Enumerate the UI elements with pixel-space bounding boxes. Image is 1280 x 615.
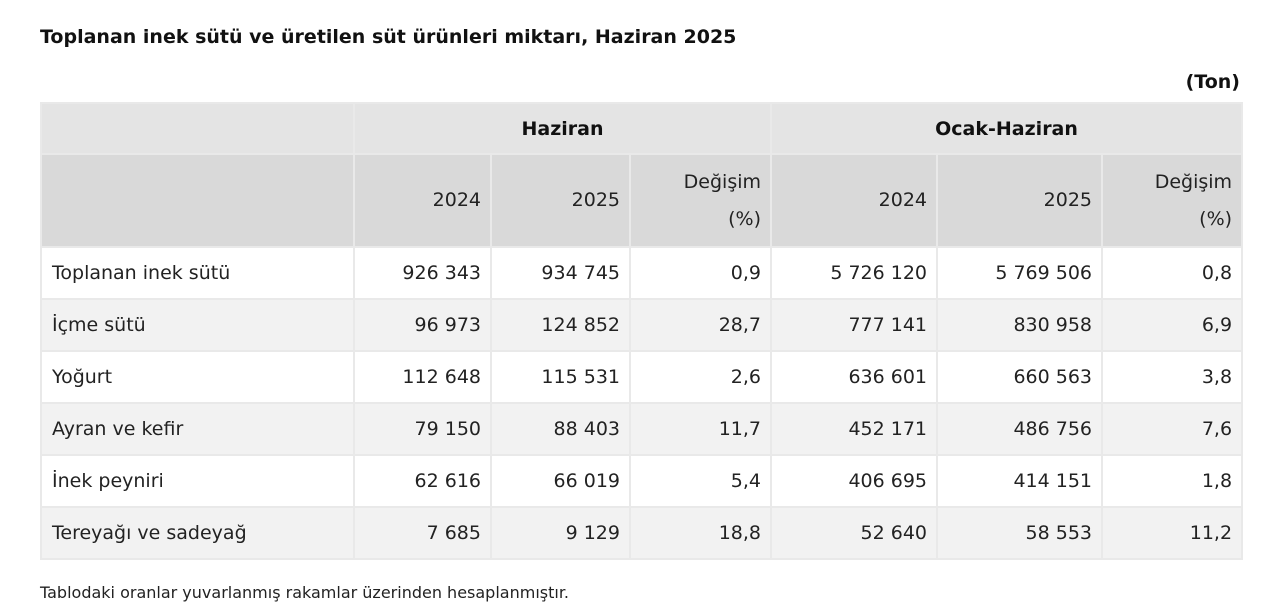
col-haziran-change: Değişim (%) bbox=[628, 153, 773, 248]
cell-ocak-haziran-2025: 5 769 506 bbox=[936, 246, 1104, 300]
cell-haziran-2025: 88 403 bbox=[490, 402, 631, 456]
cell-ocak-haziran-2024: 52 640 bbox=[770, 506, 939, 560]
cell-ocak-haziran-2025: 486 756 bbox=[936, 402, 1104, 456]
cell-ocak-haziran-change: 3,8 bbox=[1101, 350, 1244, 404]
row-label: Toplanan inek sütü bbox=[40, 246, 355, 300]
table-row: Yoğurt 112 648 115 531 2,6 636 601 660 5… bbox=[40, 350, 1244, 404]
cell-ocak-haziran-change: 6,9 bbox=[1101, 298, 1244, 352]
change-label: Değişim bbox=[683, 170, 762, 193]
cell-haziran-2024: 62 616 bbox=[353, 454, 492, 508]
row-label: Yoğurt bbox=[40, 350, 355, 404]
cell-ocak-haziran-change: 11,2 bbox=[1101, 506, 1244, 560]
group-header-row: Haziran Ocak-Haziran bbox=[40, 102, 1244, 155]
cell-ocak-haziran-2024: 452 171 bbox=[770, 402, 939, 456]
cell-ocak-haziran-2024: 777 141 bbox=[770, 298, 939, 352]
sub-header-row: 2024 2025 Değişim (%) 2024 2025 Değişim … bbox=[40, 153, 1244, 248]
table-title: Toplanan inek sütü ve üretilen süt ürünl… bbox=[40, 26, 737, 48]
milk-production-table: Haziran Ocak-Haziran 2024 2025 Değişim (… bbox=[40, 102, 1244, 560]
cell-haziran-2025: 9 129 bbox=[490, 506, 631, 560]
table-row: Toplanan inek sütü 926 343 934 745 0,9 5… bbox=[40, 246, 1244, 300]
table-row: Ayran ve kefir 79 150 88 403 11,7 452 17… bbox=[40, 402, 1244, 456]
cell-ocak-haziran-2025: 58 553 bbox=[936, 506, 1104, 560]
cell-haziran-change: 28,7 bbox=[628, 298, 773, 352]
table-row: Tereyağı ve sadeyağ 7 685 9 129 18,8 52 … bbox=[40, 506, 1244, 560]
cell-ocak-haziran-2024: 5 726 120 bbox=[770, 246, 939, 300]
col-ocak-haziran-change: Değişim (%) bbox=[1101, 153, 1244, 248]
cell-haziran-2024: 79 150 bbox=[353, 402, 492, 456]
cell-haziran-2024: 926 343 bbox=[353, 246, 492, 300]
cell-haziran-change: 18,8 bbox=[628, 506, 773, 560]
row-label: İçme sütü bbox=[40, 298, 355, 352]
table-row: İçme sütü 96 973 124 852 28,7 777 141 83… bbox=[40, 298, 1244, 352]
col-haziran-2025: 2025 bbox=[490, 153, 631, 248]
cell-haziran-2024: 7 685 bbox=[353, 506, 492, 560]
row-label: Tereyağı ve sadeyağ bbox=[40, 506, 355, 560]
cell-ocak-haziran-change: 1,8 bbox=[1101, 454, 1244, 508]
cell-haziran-change: 2,6 bbox=[628, 350, 773, 404]
cell-haziran-change: 11,7 bbox=[628, 402, 773, 456]
cell-ocak-haziran-change: 0,8 bbox=[1101, 246, 1244, 300]
percent-label: (%) bbox=[728, 207, 762, 230]
cell-ocak-haziran-2025: 660 563 bbox=[936, 350, 1104, 404]
row-label: Ayran ve kefir bbox=[40, 402, 355, 456]
cell-ocak-haziran-2024: 636 601 bbox=[770, 350, 939, 404]
corner-cell bbox=[40, 102, 355, 155]
group-header-ocak-haziran: Ocak-Haziran bbox=[770, 102, 1244, 155]
unit-label: (Ton) bbox=[1185, 71, 1240, 93]
cell-haziran-2024: 96 973 bbox=[353, 298, 492, 352]
cell-ocak-haziran-2025: 414 151 bbox=[936, 454, 1104, 508]
group-header-haziran: Haziran bbox=[352, 102, 773, 155]
cell-ocak-haziran-change: 7,6 bbox=[1101, 402, 1244, 456]
cell-ocak-haziran-2024: 406 695 bbox=[770, 454, 939, 508]
col-ocak-haziran-2025: 2025 bbox=[936, 153, 1104, 248]
table-row: İnek peyniri 62 616 66 019 5,4 406 695 4… bbox=[40, 454, 1244, 508]
change-label: Değişim bbox=[1154, 170, 1233, 193]
cell-ocak-haziran-2025: 830 958 bbox=[936, 298, 1104, 352]
row-label: İnek peyniri bbox=[40, 454, 355, 508]
cell-haziran-2024: 112 648 bbox=[353, 350, 492, 404]
cell-haziran-2025: 66 019 bbox=[490, 454, 631, 508]
cell-haziran-change: 5,4 bbox=[628, 454, 773, 508]
col-haziran-2024: 2024 bbox=[353, 153, 492, 248]
col-ocak-haziran-2024: 2024 bbox=[770, 153, 939, 248]
cell-haziran-2025: 115 531 bbox=[490, 350, 631, 404]
corner-cell-2 bbox=[40, 153, 355, 248]
cell-haziran-2025: 124 852 bbox=[490, 298, 631, 352]
footnote: Tablodaki oranlar yuvarlanmış rakamlar ü… bbox=[40, 583, 570, 602]
cell-haziran-change: 0,9 bbox=[628, 246, 773, 300]
cell-haziran-2025: 934 745 bbox=[490, 246, 631, 300]
percent-label: (%) bbox=[1199, 207, 1233, 230]
